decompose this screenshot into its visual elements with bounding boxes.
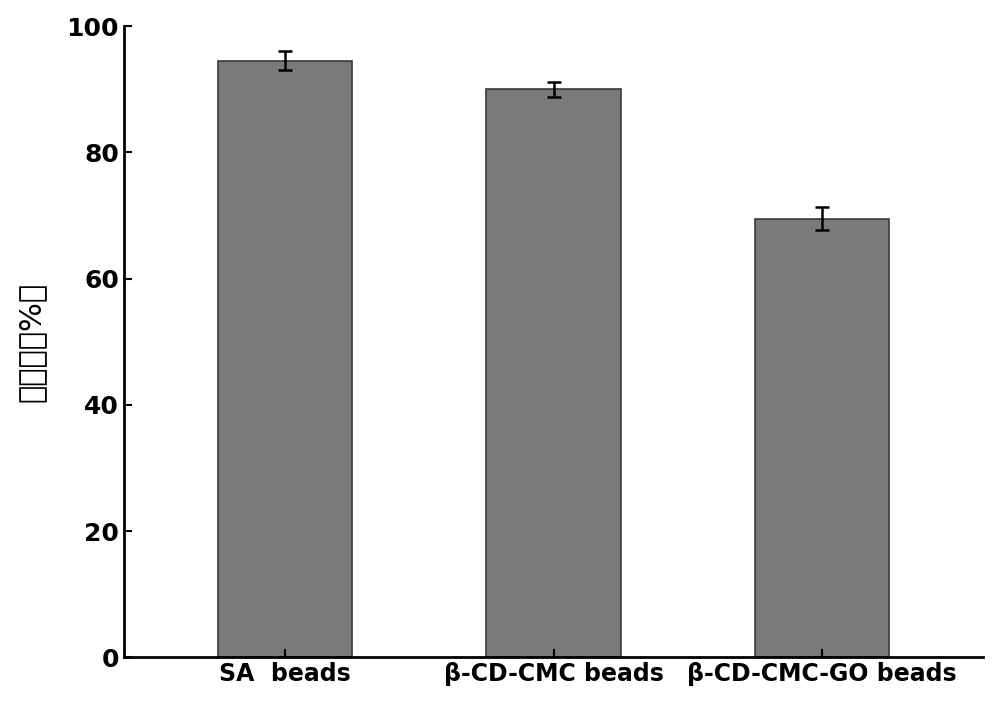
Bar [218, 61, 352, 657]
Y-axis label: 溶胀度（%）: 溶胀度（%） [17, 282, 46, 402]
Bar [486, 89, 621, 657]
Bar [755, 219, 889, 657]
